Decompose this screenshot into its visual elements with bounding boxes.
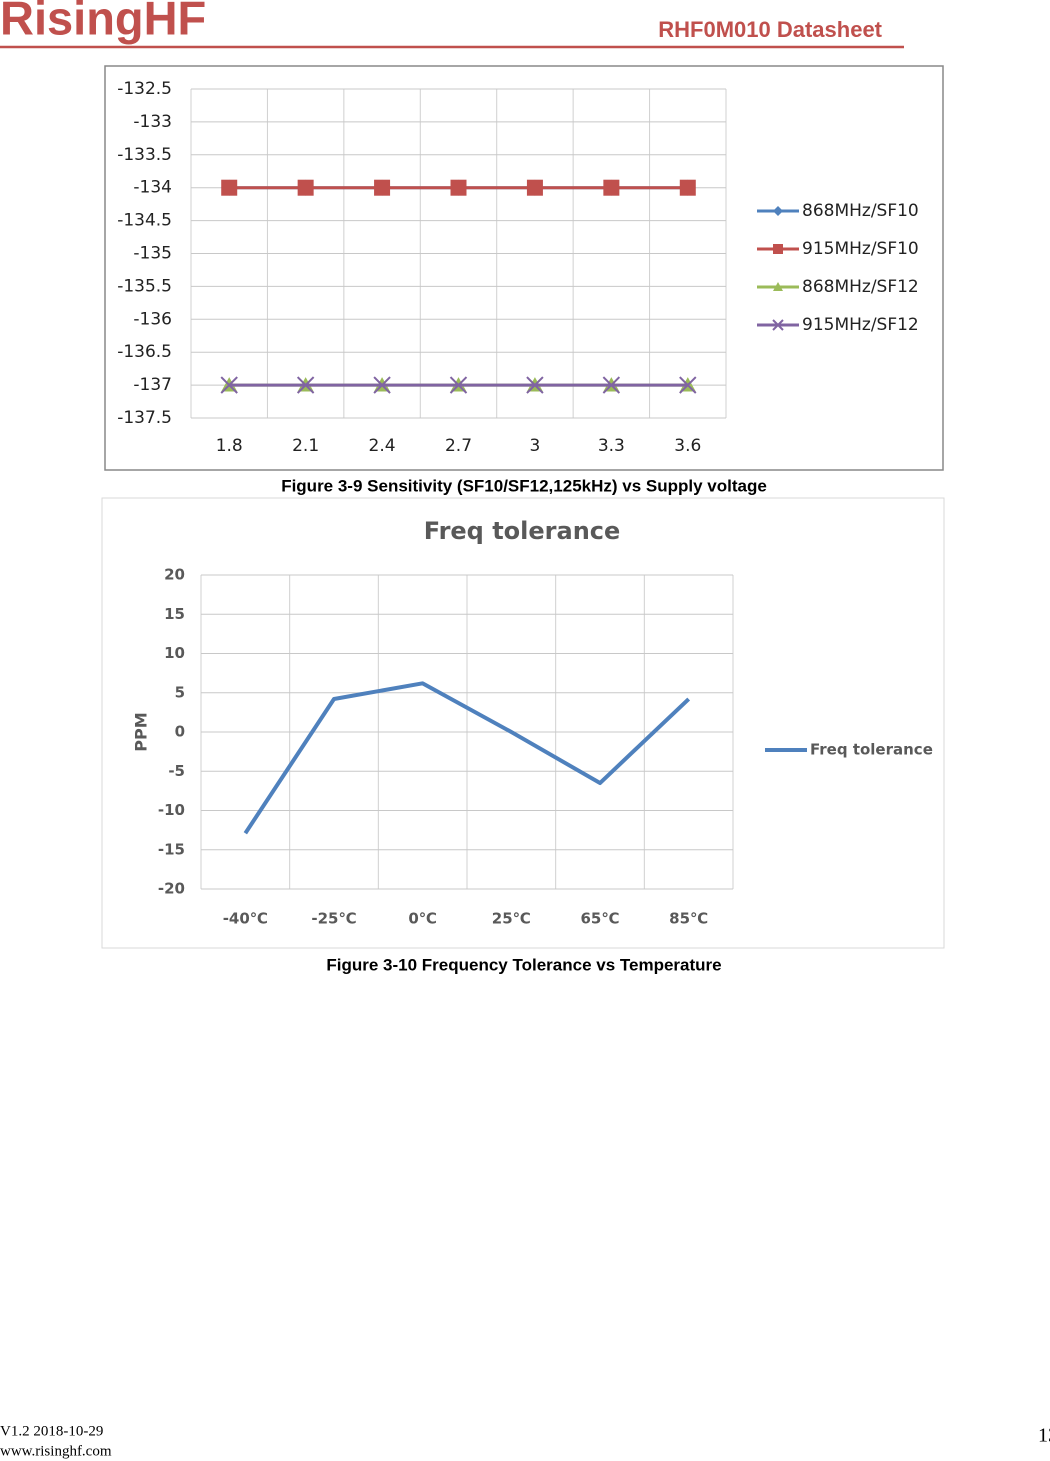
y-tick-label: 15 [164,605,185,623]
x-tick-label: 65℃ [580,910,619,928]
x-tick-label: 25℃ [492,910,531,928]
x-tick-label: -40℃ [223,910,268,928]
y-tick-label: -134.5 [117,211,172,231]
legend-label: 915MHz/SF12 [802,315,919,335]
data-point [679,179,696,196]
footer-url: www.risinghf.com [0,1443,112,1459]
x-tick-label: 2.1 [292,436,319,456]
page-number: 13 [1038,1425,1050,1447]
y-tick-label: -20 [158,880,185,898]
x-tick-label: 0℃ [408,910,437,928]
y-tick-label: -5 [168,762,185,780]
data-point [450,179,467,196]
y-tick-label: -136 [133,309,172,329]
y-tick-label: -133.5 [117,145,172,165]
x-tick-label: 85℃ [669,910,708,928]
y-tick-label: -135.5 [117,276,172,296]
y-tick-label: -133 [133,112,172,132]
brand: RisingHF [0,0,206,44]
y-tick-label: -136.5 [117,342,172,362]
y-tick-label: -135 [133,244,172,264]
data-point [220,376,238,394]
data-point [603,179,620,196]
y-tick-label: -137 [133,375,172,395]
y-tick-label: -15 [158,840,185,858]
doc-title: RHF0M010 Datasheet [658,17,882,42]
data-point [602,376,621,394]
y-tick-label: 5 [175,683,185,701]
footer-version: V1.2 2018-10-29 [0,1423,103,1439]
data-point [297,179,314,196]
chart-frame [101,497,945,949]
data-point [296,376,315,394]
legend-marker [773,206,783,216]
chart-frame [104,65,944,471]
caption: Figure 3-10 Frequency Tolerance vs Tempe… [326,955,721,974]
x-tick-label: -25℃ [311,910,356,928]
x-tick-label: 2.7 [445,436,472,456]
data-point [526,179,543,196]
y-tick-label: -132.5 [117,79,172,99]
data-point [679,376,697,394]
caption: Figure 3-9 Sensitivity (SF10/SF12,125kHz… [281,476,767,495]
legend-marker [773,244,783,254]
legend-marker [772,319,784,331]
data-point [221,179,238,196]
y-tick-label: -134 [133,178,172,198]
y-tick-label: 10 [164,644,185,662]
x-tick-label: 3.6 [674,436,701,456]
y-tick-label: 20 [164,566,185,584]
legend-marker [773,282,783,291]
chart-title: Freq tolerance [424,517,621,545]
data-point [526,376,544,394]
x-tick-label: 1.8 [216,436,243,456]
legend-label: 868MHz/SF10 [802,201,919,221]
legend-label: Freq tolerance [810,741,933,759]
legend-label: 915MHz/SF10 [802,239,919,259]
legend-label: 868MHz/SF12 [802,277,919,297]
y-axis-label: PPM [132,712,151,751]
y-tick-label: -137.5 [117,408,172,428]
x-tick-label: 3 [530,436,541,456]
y-tick-label: -10 [158,801,185,819]
data-point [374,179,391,196]
x-tick-label: 3.3 [598,436,625,456]
series-line [243,681,691,835]
x-tick-label: 2.4 [369,436,396,456]
y-tick-label: 0 [175,723,185,741]
data-point [373,376,391,394]
data-point [449,376,468,394]
